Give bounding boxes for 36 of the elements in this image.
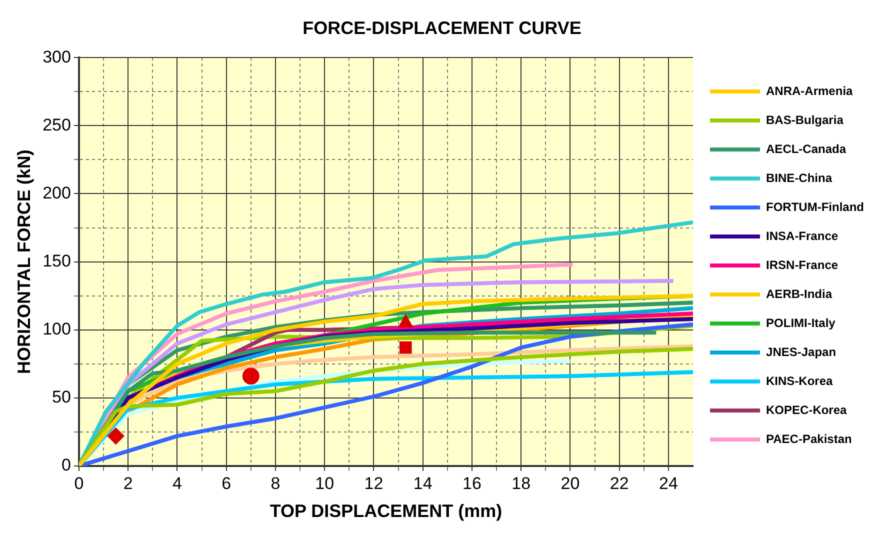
x-tick-label: 20 [560,474,580,493]
x-tick-label: 8 [270,474,280,493]
legend-label: JNES-Japan [766,344,836,359]
y-tick-label: 50 [52,388,71,407]
y-tick-label: 300 [42,47,71,66]
legend-label: POLIMI-Italy [766,316,836,330]
legend-label: FORTUM-Finland [766,200,864,214]
legend-label: BINE-China [766,170,832,185]
x-tick-label: 4 [172,474,182,493]
chart-title: FORCE-DISPLACEMENT CURVE [302,18,582,38]
x-tick-label: 12 [364,474,384,493]
x-tick-label: 16 [462,474,482,493]
y-tick-label: 200 [42,183,71,202]
legend-label: ANRA-Armenia [766,84,854,98]
x-tick-label: 24 [658,474,678,493]
y-tick-label: 250 [42,115,71,134]
x-tick-label: 14 [413,474,432,493]
legend-label: BAS-Bulgaria [766,112,844,127]
y-axis-title: HORIZONTAL FORCE (kN) [14,150,34,374]
x-tick-label: 18 [512,474,531,493]
x-tick-label: 22 [610,474,629,493]
x-tick-label: 0 [74,474,84,493]
legend-label: IRSN-France [766,258,838,272]
legend-label: AERB-India [766,286,832,301]
y-tick-label: 100 [42,320,71,339]
y-tick-label: 150 [42,251,71,270]
legend-label: KOPEC-Korea [766,402,848,417]
x-tick-label: 2 [123,474,133,493]
legend-label: PAEC-Pakistan [766,432,852,446]
x-axis-title: TOP DISPLACEMENT (mm) [270,501,502,522]
legend-label: AECL-Canada [766,142,846,156]
y-tick-label: 0 [61,456,71,475]
legend-label: KINS-Korea [766,374,834,388]
x-tick-label: 6 [222,474,232,493]
legend-label: INSA-France [766,228,838,243]
x-tick-label: 10 [315,474,334,493]
